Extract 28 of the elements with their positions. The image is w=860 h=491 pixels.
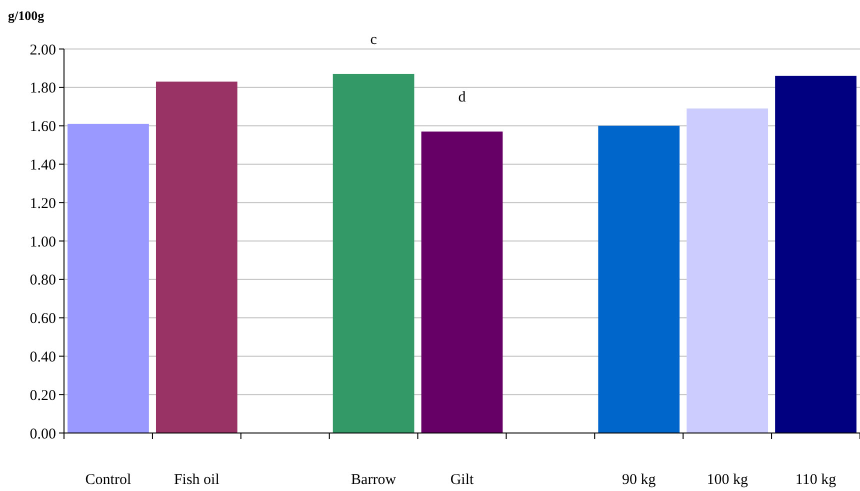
y-tick-label: 0.60 bbox=[30, 311, 56, 328]
bar bbox=[775, 76, 856, 433]
y-tick-label: 1.80 bbox=[30, 80, 56, 97]
bar bbox=[156, 82, 238, 433]
y-tick-label: 0.40 bbox=[30, 349, 56, 366]
x-tick-label: 90 kg bbox=[622, 472, 656, 488]
y-tick-label: 1.00 bbox=[30, 234, 56, 250]
bar bbox=[421, 132, 503, 433]
y-tick-label: 1.40 bbox=[30, 157, 56, 174]
y-axis-title: g/100g bbox=[8, 8, 45, 23]
x-tick-label: Barrow bbox=[351, 472, 396, 488]
bar bbox=[686, 108, 768, 433]
bar bbox=[68, 124, 149, 433]
x-tick-label: Control bbox=[85, 472, 132, 488]
y-tick-label: 0.20 bbox=[30, 388, 56, 404]
annotation: d bbox=[458, 90, 466, 106]
bar bbox=[598, 126, 680, 433]
y-tick-label: 0.80 bbox=[30, 272, 56, 289]
bar bbox=[332, 74, 414, 433]
y-tick-label: 1.20 bbox=[30, 196, 56, 212]
x-tick-label: 110 kg bbox=[795, 472, 837, 488]
x-tick-label: 100 kg bbox=[706, 472, 748, 488]
y-tick-label: 0.00 bbox=[30, 426, 56, 442]
x-tick-label: Gilt bbox=[450, 472, 474, 488]
y-tick-label: 1.60 bbox=[30, 119, 56, 136]
x-tick-label: Fish oil bbox=[174, 472, 220, 488]
y-tick-label: 2.00 bbox=[30, 42, 56, 58]
annotation: c bbox=[370, 32, 378, 48]
